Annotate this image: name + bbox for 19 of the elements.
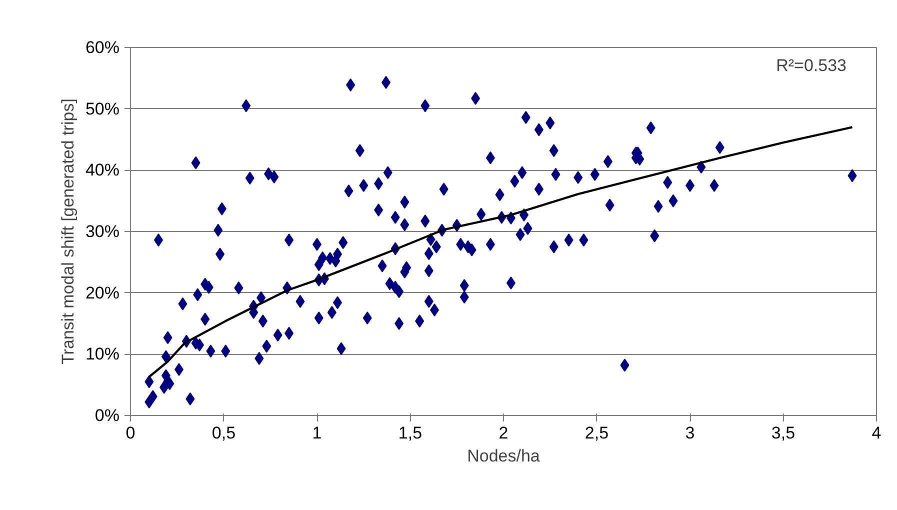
annotation: R²=0.533 (776, 56, 847, 75)
y-axis-title: Transit modal shift [generated trips] (58, 98, 78, 364)
x-tick-label: 2,5 (584, 424, 609, 442)
x-tick-label: 1,5 (398, 424, 422, 442)
x-tick-label: 3 (685, 424, 695, 442)
y-tick-label: 0% (94, 406, 120, 425)
y-tick-label: 10% (85, 344, 120, 364)
x-tick-label: 0,5 (212, 424, 236, 442)
x-tick-label: 1 (312, 424, 322, 442)
x-tick-label: 3,5 (771, 424, 796, 442)
y-tick-label: 20% (85, 283, 120, 302)
x-axis-title: Nodes/ha (467, 446, 540, 466)
y-tick-label: 30% (85, 222, 120, 241)
x-tick-label: 0 (126, 424, 136, 442)
x-tick-label: 4 (872, 424, 882, 442)
y-tick-label: 40% (85, 160, 120, 180)
y-tick-label: 50% (85, 99, 120, 118)
x-tick-label: 2 (498, 424, 508, 442)
y-tick-label: 60% (85, 38, 120, 57)
